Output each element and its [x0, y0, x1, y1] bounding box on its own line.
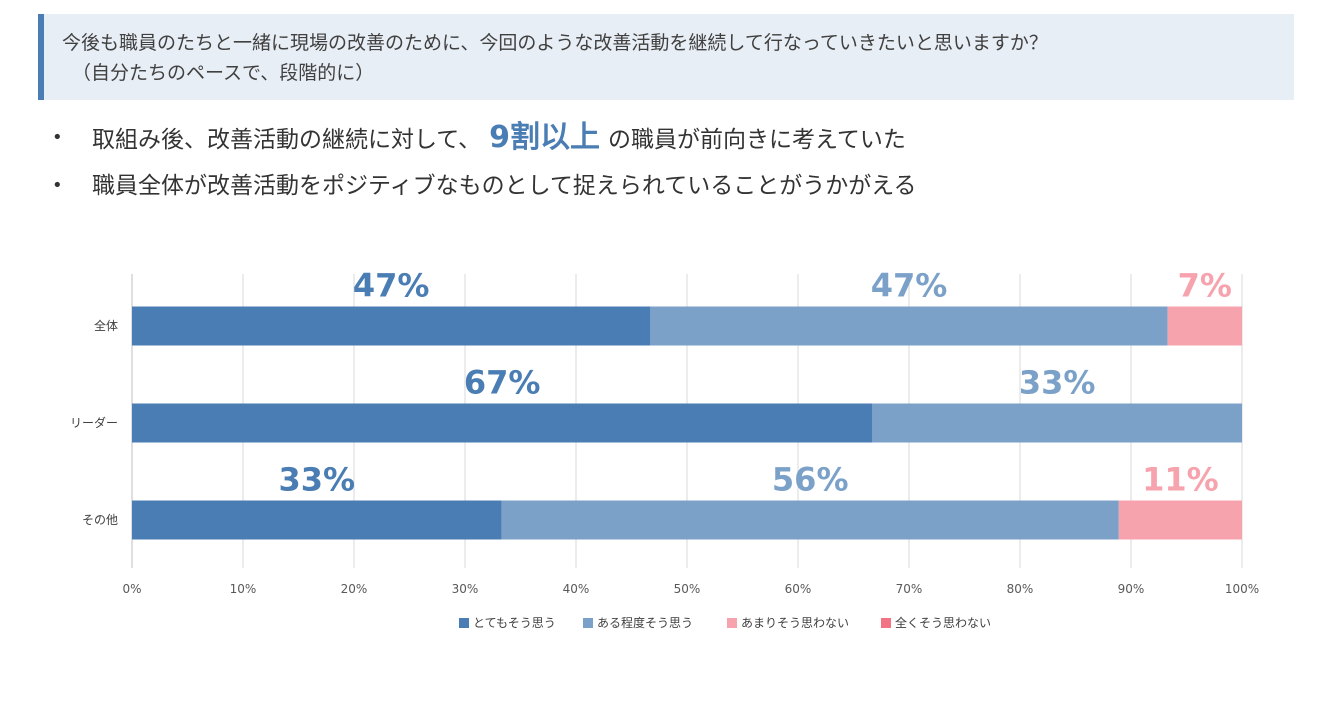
data-label: 7%: [1178, 267, 1232, 305]
bar-segment: [132, 500, 502, 540]
x-tick-label: 40%: [563, 582, 590, 596]
bar-segment: [650, 306, 1168, 346]
x-tick-label: 50%: [674, 582, 701, 596]
stacked-bar-chart: 0% 10% 20% 30% 40% 50% 60% 70% 80% 90% 100% 全体 47% 47…: [70, 267, 1259, 631]
x-tick-label: 90%: [1118, 582, 1145, 596]
bullet-item: • 職員全体が改善活動をポジティブなものとして捉えられていることがうかがえる: [52, 162, 917, 210]
data-label: 47%: [353, 267, 430, 305]
legend-label: あまりそう思わない: [741, 616, 849, 630]
bullet-dot-icon: •: [52, 175, 63, 196]
bullet-dot-icon: •: [52, 127, 63, 148]
y-category-label: 全体: [94, 318, 118, 333]
bullet-text: 取組み後、改善活動の継続に対して、: [92, 127, 482, 153]
data-label: 33%: [279, 461, 356, 499]
bar-segment: [501, 500, 1119, 540]
y-category-label: その他: [82, 513, 118, 527]
x-tick-label: 30%: [452, 582, 479, 596]
x-tick-label: 0%: [122, 582, 141, 596]
legend-swatch: [459, 618, 469, 628]
y-category-label: リーダー: [70, 415, 118, 430]
x-tick-label: 20%: [341, 582, 368, 596]
question-box: 今後も職員のたちと一緒に現場の改善のために、今回のような改善活動を継続して行なっ…: [38, 14, 1294, 100]
data-label: 47%: [871, 267, 948, 305]
bar-segment: [132, 306, 651, 346]
bullet-highlight: 9割以上: [489, 120, 601, 155]
legend-label: 全くそう思わない: [895, 615, 991, 630]
x-tick-label: 80%: [1007, 582, 1034, 596]
bar-segment: [1167, 306, 1242, 346]
data-label: 33%: [1019, 364, 1096, 402]
legend-swatch: [881, 618, 891, 628]
data-label: 56%: [772, 461, 849, 499]
bar-segment: [1118, 500, 1242, 540]
legend-label: ある程度そう思う: [597, 615, 693, 630]
bullet-list: • 取組み後、改善活動の継続に対して、 9割以上 の職員が前向きに考えていた • 職…: [52, 114, 917, 210]
question-subtext: （自分たちのペースで、段階的に）: [72, 62, 375, 84]
bar-segment: [132, 403, 873, 443]
data-label: 11%: [1142, 461, 1219, 499]
legend-label: とてもそう思う: [473, 616, 556, 630]
question-text: 今後も職員のたちと一緒に現場の改善のために、今回のような改善活動を継続して行なっ…: [62, 32, 1048, 54]
x-tick-label: 60%: [785, 582, 812, 596]
x-tick-label: 70%: [896, 582, 923, 596]
bullet-text: 職員全体が改善活動をポジティブなものとして捉えられていることがうかがえる: [92, 173, 917, 199]
bullet-item: • 取組み後、改善活動の継続に対して、 9割以上 の職員が前向きに考えていた: [52, 114, 917, 162]
data-label: 67%: [464, 364, 541, 402]
bar-segment: [872, 403, 1242, 443]
x-tick-label: 100%: [1225, 582, 1259, 596]
x-tick-label: 10%: [230, 582, 257, 596]
bullet-text-after: の職員が前向きに考えていた: [608, 127, 906, 153]
legend-swatch: [583, 618, 593, 628]
legend-swatch: [727, 618, 737, 628]
